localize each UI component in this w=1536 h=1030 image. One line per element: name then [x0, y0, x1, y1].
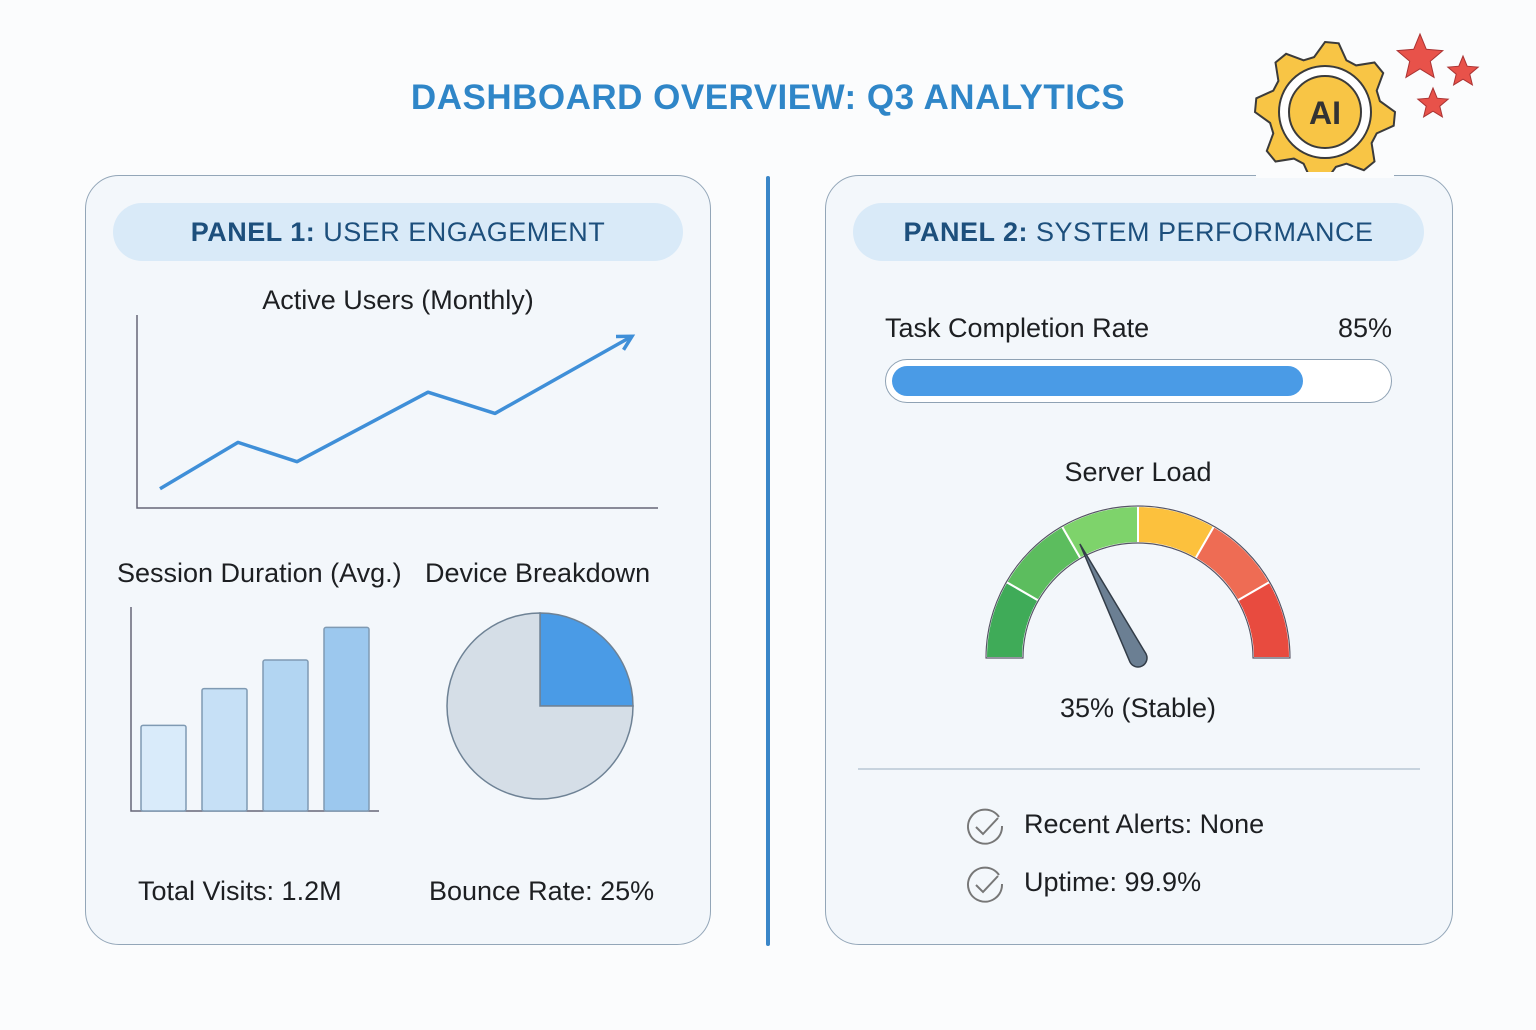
bounce-rate: Bounce Rate: 25%	[429, 876, 655, 906]
pie-slice	[539, 612, 634, 707]
page-title: DASHBOARD OVERVIEW: Q3 ANALYTICS	[410, 78, 1126, 117]
task-progress-fill	[892, 366, 1303, 396]
task-completion-value: 85%	[1337, 313, 1392, 343]
bar	[262, 659, 309, 812]
panel2-heading: PANEL 2: SYSTEM PERFORMANCE	[853, 203, 1424, 261]
gauge-value: 35% (Stable)	[1059, 693, 1217, 723]
panel1-heading-bold: PANEL 1:	[190, 217, 316, 247]
stars-icon	[1395, 32, 1480, 118]
separator	[858, 768, 1420, 770]
total-visits: Total Visits: 1.2M	[138, 876, 342, 906]
pie-slice	[446, 612, 634, 800]
panel2-heading-bold: PANEL 2:	[903, 217, 1028, 247]
line-chart-axes	[136, 315, 658, 509]
panel1-heading: PANEL 1: USER ENGAGEMENT	[113, 203, 683, 261]
bar	[201, 687, 248, 812]
task-progress-bar	[885, 359, 1392, 403]
line-series	[159, 334, 633, 491]
bar-chart-title: Session Duration (Avg.)	[117, 558, 402, 588]
trend-arrow-icon	[615, 334, 636, 351]
check-circle-icon	[967, 808, 1004, 845]
panel2-heading-text: SYSTEM PERFORMANCE	[1027, 217, 1374, 247]
gauge-needle	[1079, 543, 1148, 668]
gauge-outline	[985, 505, 1291, 659]
line-chart-title: Active Users (Monthly)	[262, 285, 534, 315]
bar	[323, 626, 370, 812]
task-completion-label: Task Completion Rate	[885, 313, 1150, 343]
check-circle-icon	[967, 866, 1004, 903]
panel1-heading-text: USER ENGAGEMENT	[315, 217, 606, 247]
alert-text: Recent Alerts: None	[1024, 809, 1265, 839]
panel-system-performance	[825, 175, 1453, 945]
logo-text: AI	[1309, 95, 1341, 131]
panel-divider	[766, 176, 770, 946]
alert-text: Uptime: 99.9%	[1024, 867, 1202, 897]
bar	[140, 724, 187, 812]
gauge-title: Server Load	[1064, 457, 1212, 487]
pie-chart-title: Device Breakdown	[425, 558, 651, 588]
panel-user-engagement	[85, 175, 711, 945]
